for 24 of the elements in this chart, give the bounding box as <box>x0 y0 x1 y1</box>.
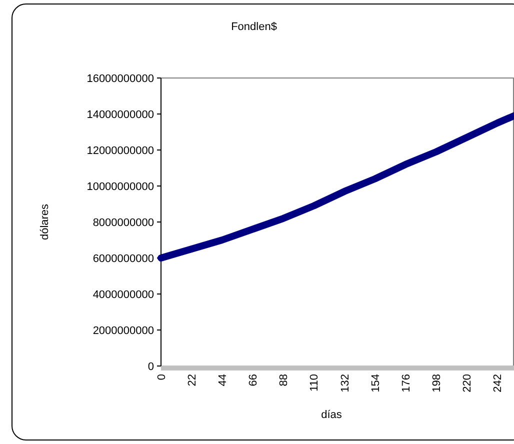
x-tick-label: 176 <box>400 374 412 392</box>
x-tick-label: 132 <box>339 374 352 392</box>
x-tick-label: 110 <box>308 374 321 392</box>
chart-title: Fondlen$ <box>231 21 277 33</box>
y-tick-label: 8000000000 <box>92 216 154 229</box>
x-tick-label: 44 <box>217 374 229 386</box>
y-tick-label: 0 <box>148 360 154 373</box>
y-tick-label: 10000000000 <box>86 180 154 193</box>
y-tick-label: 14000000000 <box>86 108 154 121</box>
x-tick-label: 242 <box>492 374 504 392</box>
y-tick-label: 4000000000 <box>92 288 154 301</box>
x-tick-label: 198 <box>431 374 444 392</box>
y-tick-label: 16000000000 <box>86 72 154 85</box>
x-tick-label: 88 <box>278 374 290 386</box>
y-tick-label: 2000000000 <box>92 324 154 337</box>
y-tick-label: 6000000000 <box>92 252 154 265</box>
x-tick-label: 22 <box>186 374 198 386</box>
x-tick-label: 154 <box>370 374 382 392</box>
y-tick-label: 12000000000 <box>86 144 154 157</box>
y-axis-title: dólares <box>39 203 51 240</box>
x-tick-label: 0 <box>156 374 168 380</box>
x-axis-title: días <box>321 409 342 421</box>
x-tick-label: 66 <box>248 374 260 386</box>
x-tick-label: 220 <box>462 374 474 392</box>
